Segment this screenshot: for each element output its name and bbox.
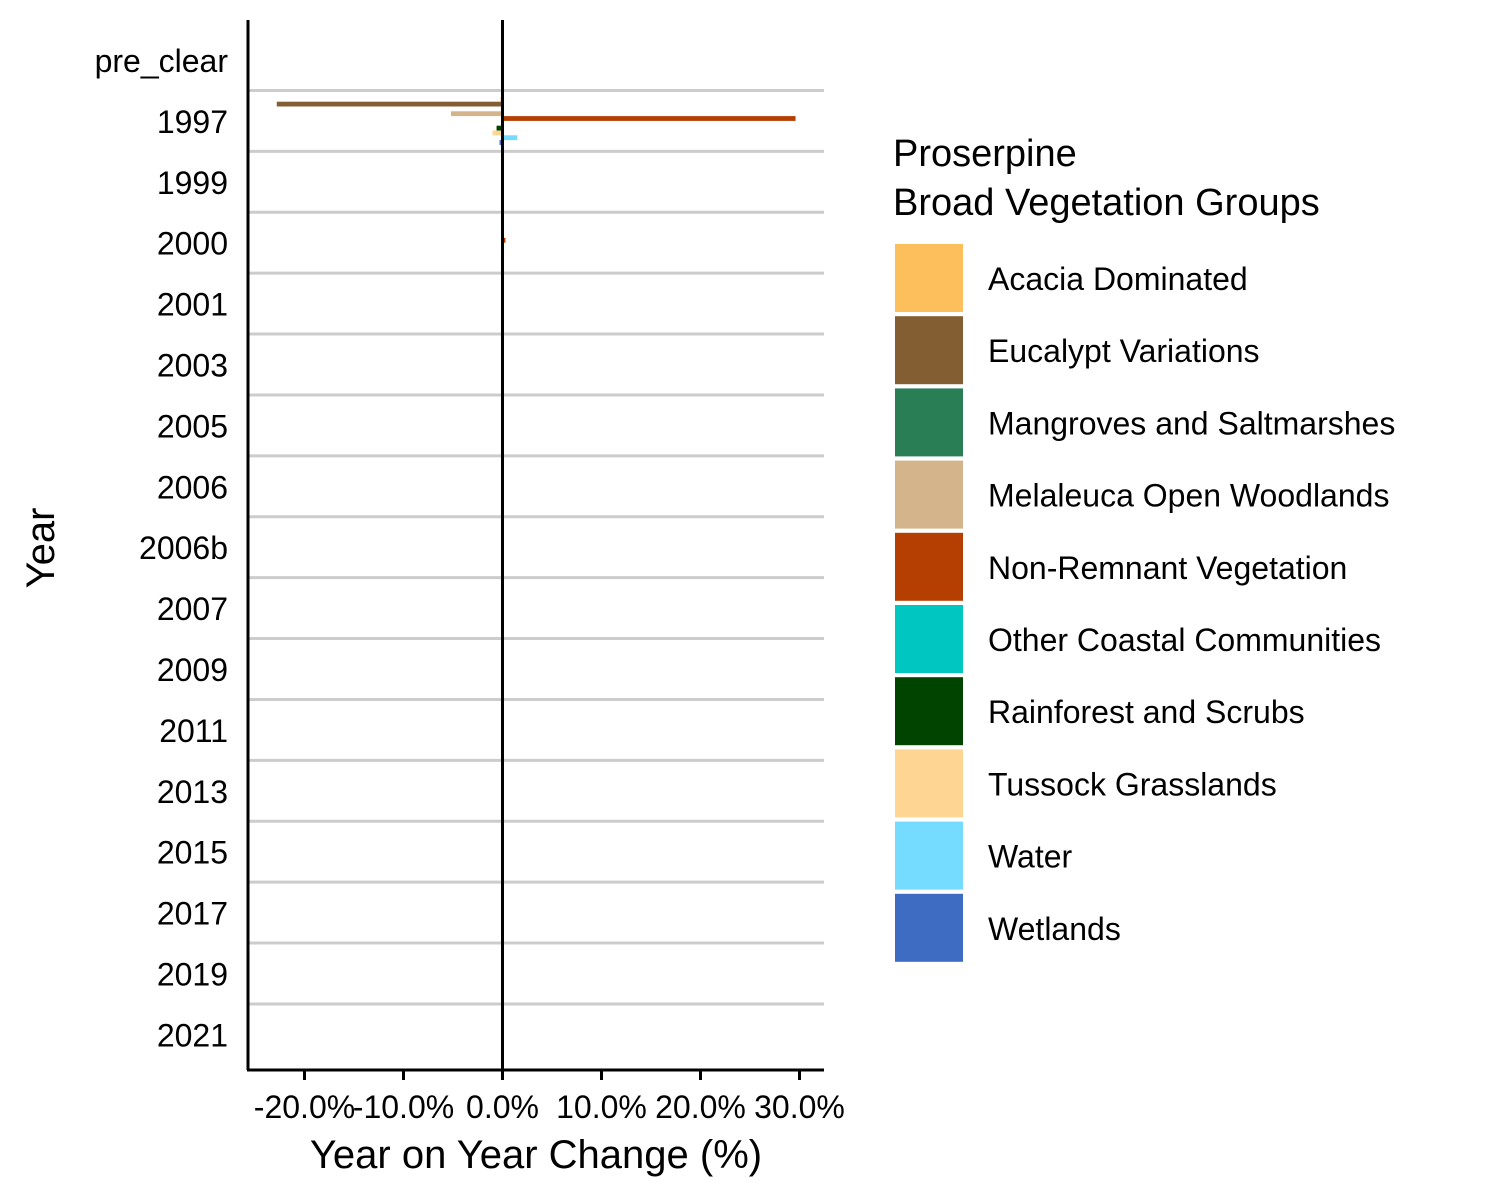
y-tick-label: 1997 [157, 104, 228, 140]
y-tick-label: 2021 [157, 1017, 228, 1053]
y-tick-label: 2015 [157, 835, 228, 871]
legend-swatch [895, 677, 963, 746]
legend-label: Rainforest and Scrubs [988, 694, 1305, 730]
bar-melaleuca-open-woodlands-1997 [451, 111, 503, 117]
legend-swatch [895, 605, 963, 673]
legend-label: Wetlands [988, 911, 1121, 947]
legend-swatch [895, 893, 963, 962]
y-tick-label: 1999 [157, 165, 228, 201]
legend-swatch [895, 244, 963, 312]
y-tick-label: 2011 [159, 713, 228, 749]
legend-label: Other Coastal Communities [988, 622, 1381, 658]
y-tick-label: 2003 [157, 348, 228, 384]
y-tick-label: 2005 [157, 408, 228, 444]
y-axis-label: Year [19, 508, 63, 589]
y-tick-label: 2006 [157, 469, 228, 505]
legend-swatch [895, 388, 963, 457]
legend-swatch [895, 532, 963, 601]
x-tick-label: 0.0% [466, 1089, 539, 1125]
y-axis-tick-labels: pre_clear 1997 1999 2000 2001 2003 2005 2006 200… [95, 43, 229, 1053]
legend-swatch [895, 460, 963, 529]
x-axis-ticks: -20.0%-10.0% 0.0% 10.0% 20.0% 30.0% [254, 1070, 845, 1125]
legend-title-line-1: Proserpine [893, 133, 1077, 175]
legend-label: Non-Remnant Vegetation [988, 550, 1347, 586]
legend-items: Acacia Dominated Eucalypt Variations Mangr… [895, 244, 1395, 962]
y-tick-label: 2013 [157, 774, 228, 810]
bar-water-1997 [502, 135, 518, 141]
y-tick-label: 2001 [157, 287, 228, 323]
y-tick-label: 2007 [157, 591, 228, 627]
legend-swatch [895, 749, 963, 818]
legend-label: Acacia Dominated [988, 261, 1248, 297]
y-tick-label: 2000 [157, 226, 228, 262]
y-tick-label: 2017 [157, 896, 228, 932]
bar-rainforest-and-scrubs-1997 [496, 125, 503, 131]
x-tick-label: 20.0% [655, 1089, 746, 1125]
x-axis-label: Year on Year Change (%) [310, 1133, 762, 1177]
legend-swatch [895, 316, 963, 385]
grid-lines [248, 88, 824, 1006]
bar-non-remnant-vegetation-1997 [502, 116, 796, 121]
y-tick-label: 2006b [139, 530, 228, 566]
legend-label: Eucalypt Variations [988, 333, 1260, 369]
y-tick-label: 2019 [157, 957, 228, 993]
bar-eucalypt-variations-1997 [276, 101, 503, 107]
x-tick-label: 10.0% [556, 1089, 647, 1125]
legend-label: Water [988, 839, 1073, 875]
y-tick-label: pre_clear [95, 43, 229, 79]
legend-title-line-2: Broad Vegetation Groups [893, 182, 1320, 224]
x-tick-label: -20.0% [254, 1089, 355, 1125]
bar-tussock-grasslands-1997 [492, 130, 503, 136]
legend: Proserpine Broad Vegetation Groups Acaci… [893, 133, 1395, 962]
legend-label: Tussock Grasslands [988, 766, 1277, 802]
legend-label: Mangroves and Saltmarshes [988, 405, 1395, 441]
x-tick-label: -10.0% [353, 1089, 454, 1125]
legend-label: Melaleuca Open Woodlands [988, 478, 1389, 514]
y-tick-label: 2009 [157, 652, 228, 688]
x-tick-label: 30.0% [754, 1089, 845, 1125]
legend-swatch [895, 821, 963, 890]
